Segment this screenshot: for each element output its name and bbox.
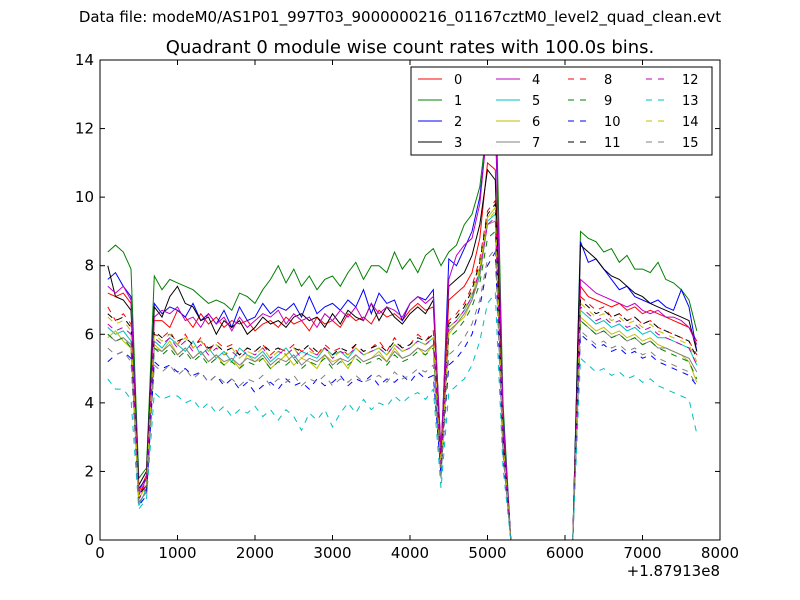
y-tick-label: 12 (75, 120, 94, 138)
chart-title: Quadrant 0 module wise count rates with … (165, 37, 655, 58)
series-line-8 (107, 199, 698, 540)
series-line-11 (107, 202, 698, 540)
x-tick-label: 3000 (313, 544, 351, 562)
x-tick-label: 0 (95, 544, 105, 562)
legend-label-5: 5 (532, 94, 540, 109)
x-tick-label: 4000 (391, 544, 429, 562)
series-line-10 (107, 250, 698, 540)
legend-box (410, 66, 713, 156)
y-tick-label: 2 (84, 462, 94, 480)
y-tick-label: 4 (84, 394, 94, 412)
legend-label-14: 14 (682, 115, 699, 130)
x-tick-label: 2000 (236, 544, 274, 562)
x-tick-label: 7000 (623, 544, 661, 562)
y-tick-label: 14 (75, 51, 94, 69)
axis-layer: 0 1000 2000 3000 4000 5000 6000 7000 80000246810… (75, 51, 739, 562)
legend-label-9: 9 (604, 94, 612, 109)
series-line-12 (107, 216, 698, 540)
legend-label-6: 6 (532, 115, 540, 130)
x-tick-label: 5000 (468, 544, 506, 562)
legend-label-10: 10 (604, 115, 621, 130)
series-line-1 (107, 70, 698, 540)
legend-label-0: 0 (454, 73, 462, 88)
legend-label-4: 4 (532, 73, 540, 88)
x-tick-label: 8000 (701, 544, 739, 562)
figure-suptitle: Data file: modeM0/AS1P01_997T03_90000002… (78, 8, 722, 26)
legend-label-15: 15 (682, 136, 699, 151)
x-offset-label: +1.87913e8 (627, 562, 720, 580)
legend-label-8: 8 (604, 73, 612, 88)
x-tick-label: 6000 (546, 544, 584, 562)
series-layer (107, 70, 698, 540)
series-line-4 (107, 107, 698, 540)
legend-label-11: 11 (604, 136, 621, 151)
legend-label-3: 3 (454, 136, 462, 151)
y-tick-label: 10 (75, 188, 94, 206)
series-line-5 (107, 213, 698, 540)
series-line-15 (107, 247, 698, 540)
series-line-9 (107, 230, 698, 540)
legend-label-13: 13 (682, 94, 699, 109)
series-line-2 (107, 116, 698, 540)
y-tick-label: 8 (84, 257, 94, 275)
series-line-7 (107, 220, 698, 540)
x-tick-label: 1000 (158, 544, 196, 562)
legend-label-12: 12 (682, 73, 699, 88)
y-tick-label: 6 (84, 325, 94, 343)
series-line-13 (107, 291, 698, 540)
legend-label-2: 2 (454, 115, 462, 130)
legend-label-1: 1 (454, 94, 462, 109)
series-line-14 (107, 209, 698, 540)
legend-label-7: 7 (532, 136, 540, 151)
y-tick-label: 0 (84, 531, 94, 549)
